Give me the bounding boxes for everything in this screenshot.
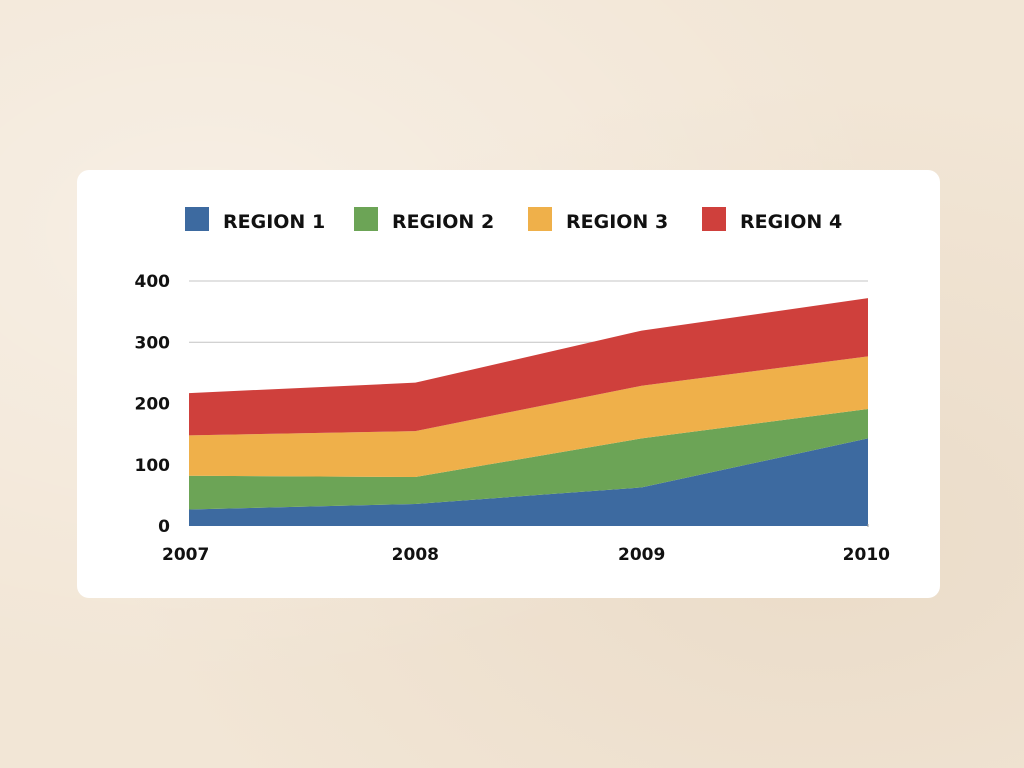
axes: 0 100 200 300 400 2007 2008 2009 2010	[135, 272, 891, 565]
area-series-region-4	[189, 298, 868, 436]
y-tick-label: 100	[135, 456, 171, 476]
area-series	[189, 298, 868, 526]
legend-label-region-4: REGION 4	[740, 211, 842, 233]
y-tick-label: 0	[158, 517, 170, 537]
y-tick-label: 200	[135, 395, 171, 415]
area-series-region-2	[189, 409, 868, 510]
legend-swatch-region-2	[354, 207, 378, 231]
x-tick-label-2009: 2009	[618, 545, 665, 565]
legend-swatch-region-1	[185, 207, 209, 231]
area-series-region-1	[189, 438, 868, 526]
x-tick-label-2010: 2010	[843, 545, 890, 565]
legend-swatch-region-4	[702, 207, 726, 231]
x-tick-label-2007: 2007	[162, 545, 209, 565]
y-tick-label: 400	[135, 272, 171, 292]
x-tick-label-2008: 2008	[392, 545, 439, 565]
legend-label-region-1: REGION 1	[223, 211, 325, 233]
legend-label-region-3: REGION 3	[566, 211, 668, 233]
legend-label-region-2: REGION 2	[392, 211, 494, 233]
area-series-region-3	[189, 356, 868, 477]
y-tick-label: 300	[135, 333, 171, 353]
legend-swatch-region-3	[528, 207, 552, 231]
legend: REGION 1 REGION 2 REGION 3 REGION 4	[185, 207, 842, 233]
